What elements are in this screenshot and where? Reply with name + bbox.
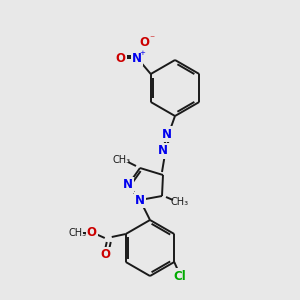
Text: CH₃: CH₃ [113, 155, 131, 165]
Text: N: N [123, 178, 133, 191]
Text: N: N [158, 145, 168, 158]
Text: N: N [132, 52, 142, 64]
Text: +: + [139, 50, 145, 56]
Text: O: O [140, 37, 150, 50]
Text: ⁻: ⁻ [149, 34, 154, 44]
Text: O: O [101, 248, 111, 262]
Text: O: O [87, 226, 97, 239]
Text: Cl: Cl [174, 269, 187, 283]
Text: CH₃: CH₃ [69, 228, 87, 238]
Text: N: N [162, 128, 172, 140]
Text: O: O [116, 52, 126, 64]
Text: CH₃: CH₃ [171, 197, 189, 207]
Text: N: N [135, 194, 145, 206]
